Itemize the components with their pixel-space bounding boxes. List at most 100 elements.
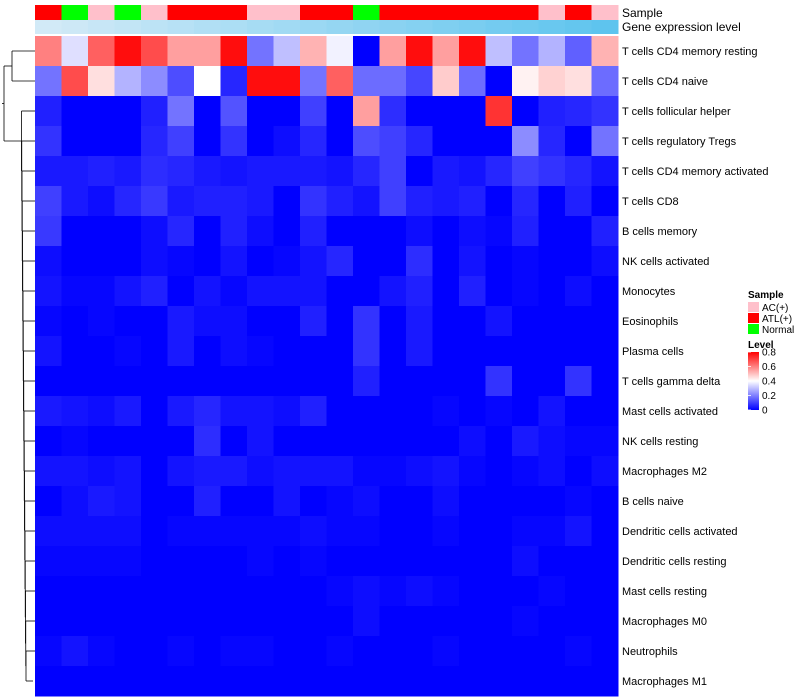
heatmap-cell bbox=[565, 636, 592, 667]
heatmap-cell bbox=[432, 456, 460, 487]
heatmap-cell bbox=[61, 486, 89, 517]
heatmap-cell bbox=[459, 666, 486, 697]
heatmap-cell bbox=[591, 246, 619, 277]
heatmap-cell bbox=[273, 96, 301, 127]
heatmap-cell bbox=[273, 36, 301, 67]
row-label: Mast cells activated bbox=[622, 406, 718, 418]
heatmap-cell bbox=[485, 336, 513, 367]
heatmap-cells bbox=[35, 36, 619, 697]
heatmap-cell bbox=[379, 546, 407, 577]
heatmap-cell bbox=[273, 246, 301, 277]
heatmap-cell bbox=[300, 306, 327, 337]
heatmap-cell bbox=[512, 186, 539, 217]
heatmap-cell bbox=[565, 306, 592, 337]
level-legend-title: Level bbox=[748, 340, 774, 351]
sample-annotation-track bbox=[35, 5, 619, 20]
heatmap-cell bbox=[88, 336, 115, 367]
sample-cell bbox=[565, 5, 592, 20]
heatmap-cell bbox=[379, 366, 407, 397]
heatmap-cell bbox=[353, 36, 380, 67]
heatmap-cell bbox=[591, 216, 619, 247]
heatmap-cell bbox=[141, 576, 168, 607]
heatmap-cell bbox=[432, 36, 460, 67]
heatmap-cell bbox=[220, 156, 248, 187]
heatmap-cell bbox=[61, 156, 89, 187]
heatmap-cell bbox=[565, 96, 592, 127]
heatmap-cell bbox=[485, 156, 513, 187]
heatmap-cell bbox=[485, 516, 513, 547]
heatmap-cell bbox=[167, 366, 195, 397]
heatmap-cell bbox=[591, 336, 619, 367]
heatmap-cell bbox=[485, 216, 513, 247]
heatmap-cell bbox=[300, 126, 327, 157]
sample-cell bbox=[459, 5, 486, 20]
heatmap-cell bbox=[167, 186, 195, 217]
heatmap-cell bbox=[273, 336, 301, 367]
heatmap-cell bbox=[591, 606, 619, 637]
heatmap-cell bbox=[485, 366, 513, 397]
heatmap-cell bbox=[88, 486, 115, 517]
heatmap-cell bbox=[459, 156, 486, 187]
heatmap-cell bbox=[485, 96, 513, 127]
heatmap-cell bbox=[379, 456, 407, 487]
heatmap-cell bbox=[167, 456, 195, 487]
heatmap-cell bbox=[141, 156, 168, 187]
heatmap-cell bbox=[220, 546, 248, 577]
heatmap-cell bbox=[591, 366, 619, 397]
heatmap-cell bbox=[591, 186, 619, 217]
heatmap-cell bbox=[406, 606, 433, 637]
sample-legend-label: ATL(+) bbox=[762, 314, 792, 325]
heatmap-cell bbox=[167, 66, 195, 97]
heatmap-cell bbox=[538, 126, 566, 157]
sample-cell bbox=[353, 5, 380, 20]
heatmap-cell bbox=[326, 426, 354, 457]
heatmap-cell bbox=[194, 486, 221, 517]
heatmap-cell bbox=[61, 666, 89, 697]
heatmap-cell bbox=[300, 546, 327, 577]
heatmap-cell bbox=[220, 516, 248, 547]
heatmap-cell bbox=[114, 606, 142, 637]
heatmap-cell bbox=[432, 276, 460, 307]
heatmap-cell bbox=[273, 636, 301, 667]
heatmap-cell bbox=[326, 306, 354, 337]
heatmap-cell bbox=[512, 246, 539, 277]
heatmap-cell bbox=[538, 216, 566, 247]
heatmap-cell bbox=[379, 426, 407, 457]
heatmap-cell bbox=[326, 126, 354, 157]
heatmap-cell bbox=[512, 216, 539, 247]
heatmap-cell bbox=[247, 396, 274, 427]
heatmap-cell bbox=[167, 576, 195, 607]
heatmap-cell bbox=[273, 126, 301, 157]
heatmap-cell bbox=[114, 486, 142, 517]
heatmap-cell bbox=[61, 516, 89, 547]
heatmap-cell bbox=[538, 246, 566, 277]
heatmap-cell bbox=[485, 126, 513, 157]
heatmap-cell bbox=[194, 456, 221, 487]
expression-level-cell bbox=[273, 20, 301, 34]
heatmap-cell bbox=[432, 606, 460, 637]
heatmap-cell bbox=[485, 606, 513, 637]
heatmap-cell bbox=[300, 216, 327, 247]
heatmap-cell bbox=[512, 306, 539, 337]
sample-cell bbox=[591, 5, 619, 20]
heatmap-cell bbox=[61, 126, 89, 157]
heatmap-cell bbox=[114, 186, 142, 217]
heatmap-cell bbox=[459, 576, 486, 607]
heatmap-cell bbox=[194, 276, 221, 307]
row-label: NK cells resting bbox=[622, 436, 698, 448]
heatmap-cell bbox=[194, 156, 221, 187]
level-color-bar bbox=[748, 352, 759, 410]
heatmap-cell bbox=[379, 186, 407, 217]
heatmap-cell bbox=[247, 156, 274, 187]
heatmap-cell bbox=[353, 666, 380, 697]
heatmap-cell bbox=[379, 606, 407, 637]
heatmap-cell bbox=[485, 186, 513, 217]
heatmap-cell bbox=[353, 276, 380, 307]
sample-cell bbox=[326, 5, 354, 20]
heatmap-cell bbox=[485, 486, 513, 517]
heatmap-cell bbox=[379, 486, 407, 517]
heatmap-cell bbox=[141, 366, 168, 397]
row-label: Dendritic cells activated bbox=[622, 526, 738, 538]
level-tick-label: 0.6 bbox=[762, 362, 776, 373]
